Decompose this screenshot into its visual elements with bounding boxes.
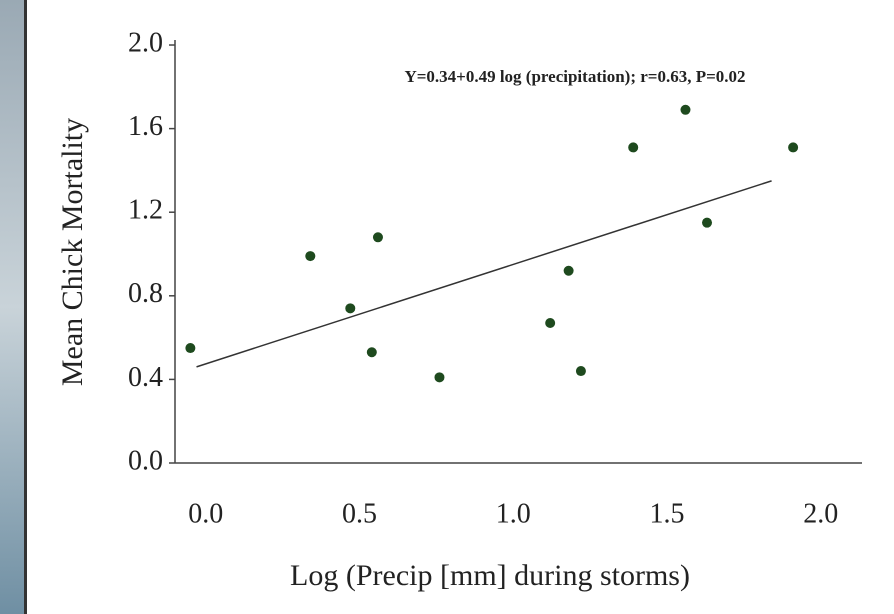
annotation: Y=0.34+0.49 log (precipitation); r=0.63,… xyxy=(404,67,745,86)
point xyxy=(788,142,799,153)
y-tick-label: 0.0 xyxy=(128,445,163,476)
point xyxy=(628,142,639,153)
point xyxy=(563,265,574,276)
x-tick-label: 2.0 xyxy=(803,498,838,529)
x-axis-title: Log (Precip [mm] during storms) xyxy=(290,559,690,592)
side-strip xyxy=(0,0,24,614)
point xyxy=(434,372,445,383)
x-tick-label: 0.0 xyxy=(188,498,223,529)
x-tick-label: 0.5 xyxy=(342,498,377,529)
point xyxy=(366,347,377,358)
point xyxy=(575,366,586,377)
point xyxy=(305,251,316,262)
trend-line xyxy=(196,180,772,368)
point xyxy=(545,317,556,328)
y-tick-label: 2.0 xyxy=(128,27,163,58)
x-tick-label: 1.0 xyxy=(496,498,531,529)
y-tick-label: 1.2 xyxy=(128,195,163,226)
y-axis-title: Mean Chick Mortality xyxy=(56,118,89,386)
side-edge xyxy=(24,0,27,614)
y-tick-label: 0.4 xyxy=(128,362,163,393)
y-tick-label: 0.8 xyxy=(128,278,163,309)
y-tick-label: 1.6 xyxy=(128,111,163,142)
point xyxy=(185,343,196,354)
x-tick-label: 1.5 xyxy=(650,498,685,529)
point xyxy=(680,104,691,115)
point xyxy=(372,232,383,243)
point xyxy=(702,217,713,228)
point xyxy=(345,303,356,314)
